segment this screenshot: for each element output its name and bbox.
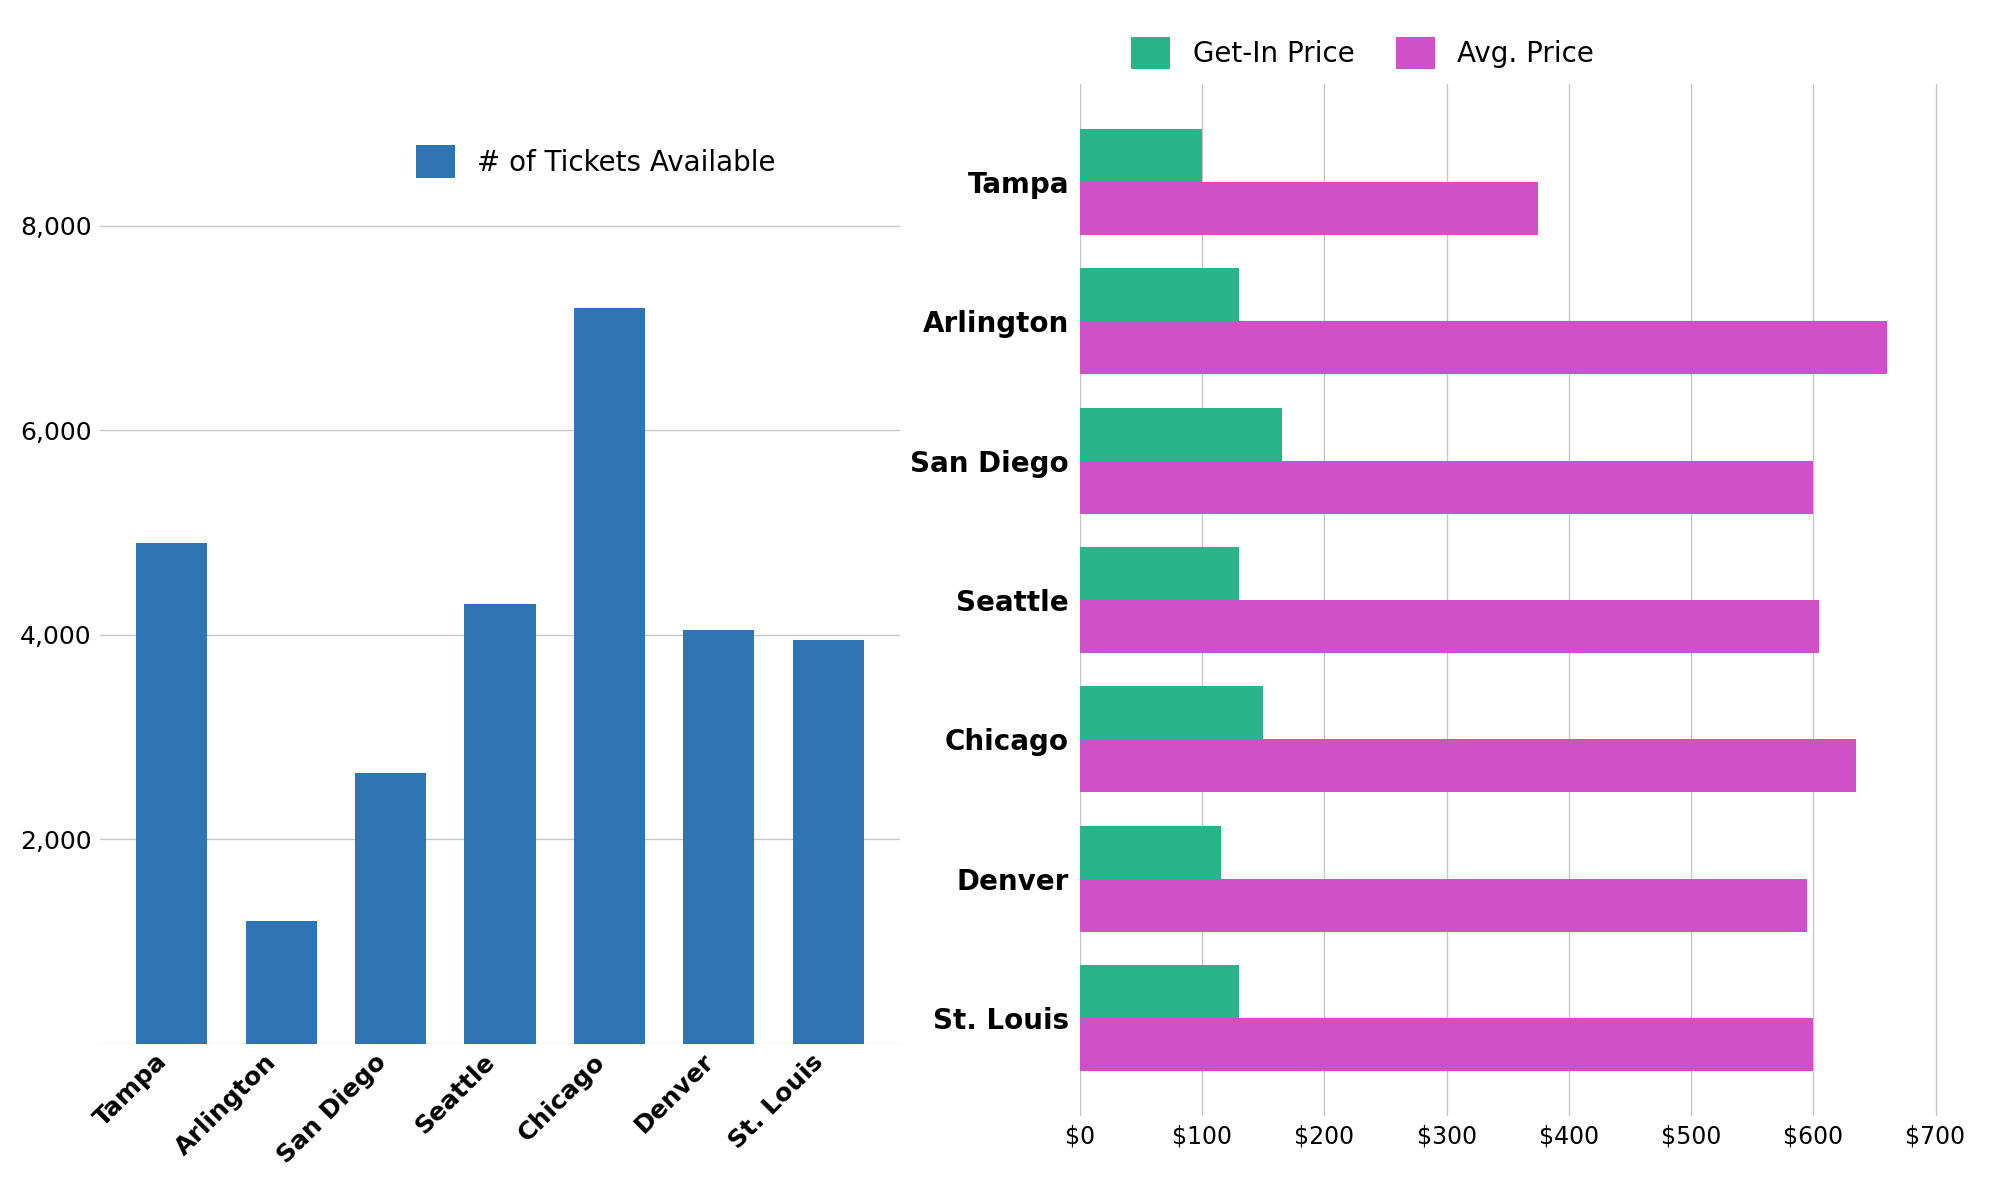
Bar <box>246 922 316 1044</box>
Bar <box>1080 600 1820 653</box>
Bar <box>1080 181 1538 235</box>
Bar <box>1080 461 1814 514</box>
Legend: Get-In Price, Avg. Price: Get-In Price, Avg. Price <box>1120 25 1606 80</box>
Bar <box>356 773 426 1044</box>
Bar <box>1080 128 1202 181</box>
Bar <box>1080 1019 1814 1072</box>
Bar <box>1080 965 1238 1019</box>
Bar <box>136 542 208 1044</box>
Bar <box>1080 739 1856 792</box>
Bar <box>1080 878 1808 932</box>
Bar <box>464 605 536 1044</box>
Bar <box>1080 268 1238 322</box>
Bar <box>1080 547 1238 600</box>
Bar <box>684 630 754 1044</box>
Legend: # of Tickets Available: # of Tickets Available <box>406 134 786 188</box>
Bar <box>1080 826 1220 878</box>
Bar <box>1080 408 1282 461</box>
Bar <box>1080 322 1886 374</box>
Bar <box>574 307 644 1044</box>
Bar <box>1080 686 1264 739</box>
Bar <box>792 640 864 1044</box>
